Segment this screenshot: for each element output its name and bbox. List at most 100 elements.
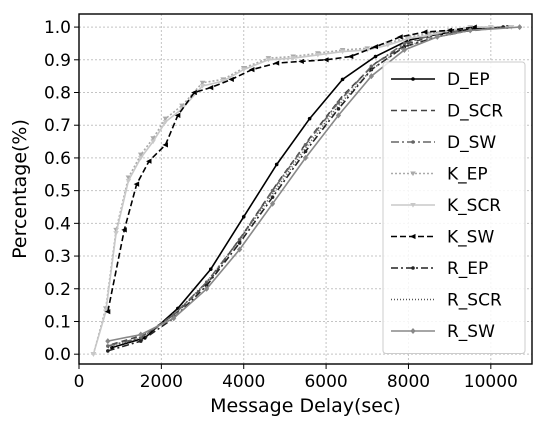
y-tick-label: 0.0 bbox=[44, 345, 71, 365]
data-point bbox=[104, 309, 111, 315]
data-point bbox=[402, 44, 407, 49]
data-point bbox=[121, 227, 127, 233]
data-point bbox=[106, 349, 110, 353]
y-tick-label: 0.4 bbox=[44, 214, 71, 234]
legend-item-r-ep: R_EP bbox=[391, 259, 488, 279]
legend-item-r-scr: R_SCR bbox=[391, 291, 502, 311]
legend: D_EP D_SCR D_SW K_EP K_SCR K_SW R_EP R_SCR R_SW bbox=[382, 61, 526, 354]
data-point bbox=[162, 119, 169, 125]
x-tick-label: 4000 bbox=[222, 372, 265, 392]
data-point bbox=[199, 83, 206, 89]
x-tick-label: 8000 bbox=[387, 372, 430, 392]
data-point bbox=[146, 158, 152, 164]
data-point bbox=[162, 142, 168, 148]
data-point bbox=[298, 58, 304, 65]
data-point bbox=[467, 27, 473, 34]
data-point bbox=[150, 136, 156, 141]
data-point bbox=[228, 76, 234, 83]
legend-label: R_EP bbox=[447, 259, 488, 279]
legend-item-r-sw: R_SW bbox=[391, 322, 495, 342]
data-point bbox=[179, 103, 185, 109]
data-point bbox=[240, 67, 247, 73]
legend-label: K_EP bbox=[447, 165, 488, 185]
y-tick-label: 1.0 bbox=[44, 18, 71, 38]
data-point bbox=[204, 285, 210, 292]
data-point bbox=[105, 338, 111, 345]
data-point bbox=[336, 100, 341, 105]
legend-label: R_SCR bbox=[447, 291, 502, 311]
x-tick-label: 0 bbox=[74, 372, 85, 392]
data-point bbox=[302, 154, 309, 161]
data-point bbox=[335, 112, 342, 119]
data-point bbox=[137, 155, 144, 161]
legend-label: D_EP bbox=[447, 70, 490, 90]
y-tick-label: 0.6 bbox=[44, 149, 71, 169]
legend-item-d-ep: D_EP bbox=[391, 70, 490, 90]
data-point bbox=[204, 283, 209, 288]
legend-label: D_SW bbox=[447, 133, 496, 153]
legend-label: K_SCR bbox=[447, 196, 501, 216]
data-point bbox=[471, 24, 477, 30]
data-point bbox=[138, 331, 144, 338]
legend-marker bbox=[411, 266, 415, 270]
data-point bbox=[421, 29, 428, 35]
legend-label: D_SCR bbox=[447, 102, 503, 122]
data-point bbox=[347, 53, 354, 60]
series-r-sw bbox=[105, 24, 523, 345]
y-tick-label: 0.9 bbox=[44, 51, 71, 71]
data-point bbox=[488, 25, 494, 30]
legend-marker bbox=[410, 328, 416, 334]
data-point bbox=[323, 57, 329, 63]
data-point bbox=[434, 33, 440, 40]
data-point bbox=[385, 43, 391, 48]
legend-marker bbox=[411, 140, 415, 144]
data-point bbox=[191, 89, 197, 96]
legend-item-k-ep: K_EP bbox=[391, 165, 488, 185]
data-point bbox=[199, 80, 206, 86]
data-point bbox=[137, 152, 144, 158]
data-point bbox=[265, 57, 272, 63]
y-tick-label: 0.7 bbox=[44, 116, 71, 136]
data-point bbox=[307, 116, 312, 121]
data-point bbox=[248, 67, 255, 73]
x-tick-label: 10000 bbox=[464, 372, 518, 392]
y-tick-label: 0.8 bbox=[44, 84, 71, 104]
data-point bbox=[208, 267, 213, 271]
data-point bbox=[274, 162, 279, 167]
legend-label: K_SW bbox=[447, 228, 494, 248]
data-point bbox=[446, 27, 453, 33]
data-point bbox=[237, 246, 243, 253]
y-axis: 0.0 0.1 0.2 0.3 0.4 0.5 0.6 0.7 0.8 0.9 1.0 bbox=[44, 18, 79, 365]
legend-marker bbox=[411, 77, 415, 81]
legend-item-d-scr: D_SCR bbox=[391, 102, 503, 122]
data-point bbox=[220, 79, 226, 84]
series-k-sw bbox=[104, 24, 477, 315]
data-point bbox=[364, 47, 371, 53]
x-tick-label: 2000 bbox=[140, 372, 183, 392]
data-point bbox=[138, 339, 143, 343]
data-point bbox=[162, 116, 169, 122]
data-point bbox=[207, 84, 214, 91]
data-point bbox=[90, 352, 97, 357]
y-axis-label: Percentage(%) bbox=[9, 119, 31, 259]
data-point bbox=[150, 139, 156, 145]
legend-marker bbox=[410, 233, 416, 240]
data-point bbox=[303, 143, 308, 147]
data-point bbox=[270, 188, 275, 193]
y-tick-label: 0.3 bbox=[44, 247, 71, 267]
legend-box bbox=[382, 61, 526, 354]
legend-marker bbox=[410, 171, 416, 177]
y-tick-label: 0.1 bbox=[44, 312, 71, 332]
plot-area bbox=[90, 24, 523, 357]
y-tick-label: 0.5 bbox=[44, 182, 71, 202]
data-point bbox=[171, 315, 177, 322]
legend-item-d-sw: D_SW bbox=[391, 133, 496, 153]
data-point bbox=[273, 60, 280, 66]
data-point bbox=[237, 241, 242, 245]
x-axis-label: Message Delay(sec) bbox=[210, 395, 401, 417]
x-axis: 0 2000 4000 6000 8000 10000 bbox=[74, 364, 518, 392]
data-point bbox=[373, 54, 378, 59]
data-point bbox=[133, 181, 140, 187]
data-point bbox=[241, 215, 246, 219]
